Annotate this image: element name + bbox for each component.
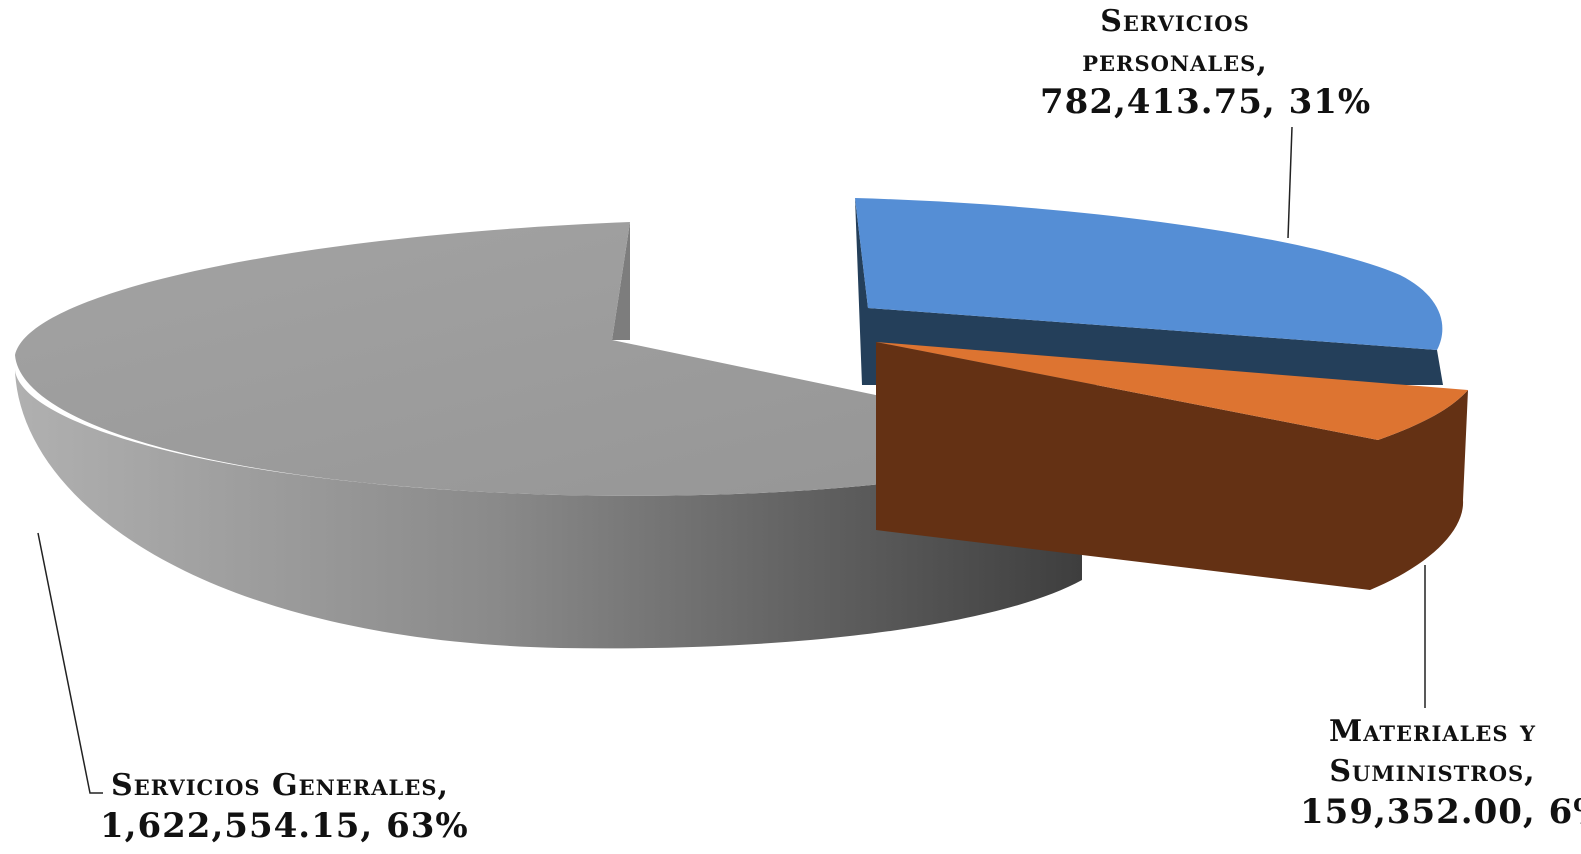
label-personales-line2: personales, — [1082, 44, 1268, 79]
label-generales-line1: Servicios Generales, — [111, 768, 449, 803]
data-label-materiales-suministros: Materiales y Suministros, 159,352.00, 6% — [1300, 712, 1581, 832]
slice-materiales-suministros — [876, 342, 1468, 590]
leader-line-generales — [37, 532, 103, 794]
label-personales-line3: 782,413.75, 31% — [1040, 82, 1372, 122]
slice-personales-wall — [855, 198, 1443, 385]
slice-materiales-top — [876, 342, 1468, 440]
slice-personales-top — [855, 198, 1443, 350]
slice-generales-wall — [15, 370, 1082, 649]
label-materiales-line3: 159,352.00, 6% — [1300, 792, 1581, 832]
label-personales-line1: Servicios — [1100, 4, 1250, 39]
slice-materiales-wall — [876, 342, 1468, 590]
slice-servicios-personales — [855, 198, 1443, 385]
slice-servicios-generales — [15, 222, 1082, 649]
label-materiales-line1: Materiales y — [1329, 714, 1536, 749]
label-materiales-line2: Suministros, — [1329, 754, 1536, 789]
slice-generales-top — [15, 222, 1082, 496]
leader-line-personales — [1287, 126, 1293, 239]
data-label-servicios-generales: Servicios Generales, 1,622,554.15, 63% — [100, 766, 469, 846]
label-generales-line2: 1,622,554.15, 63% — [100, 806, 469, 846]
data-label-servicios-personales: Servicios personales, 782,413.75, 31% — [1040, 2, 1372, 122]
